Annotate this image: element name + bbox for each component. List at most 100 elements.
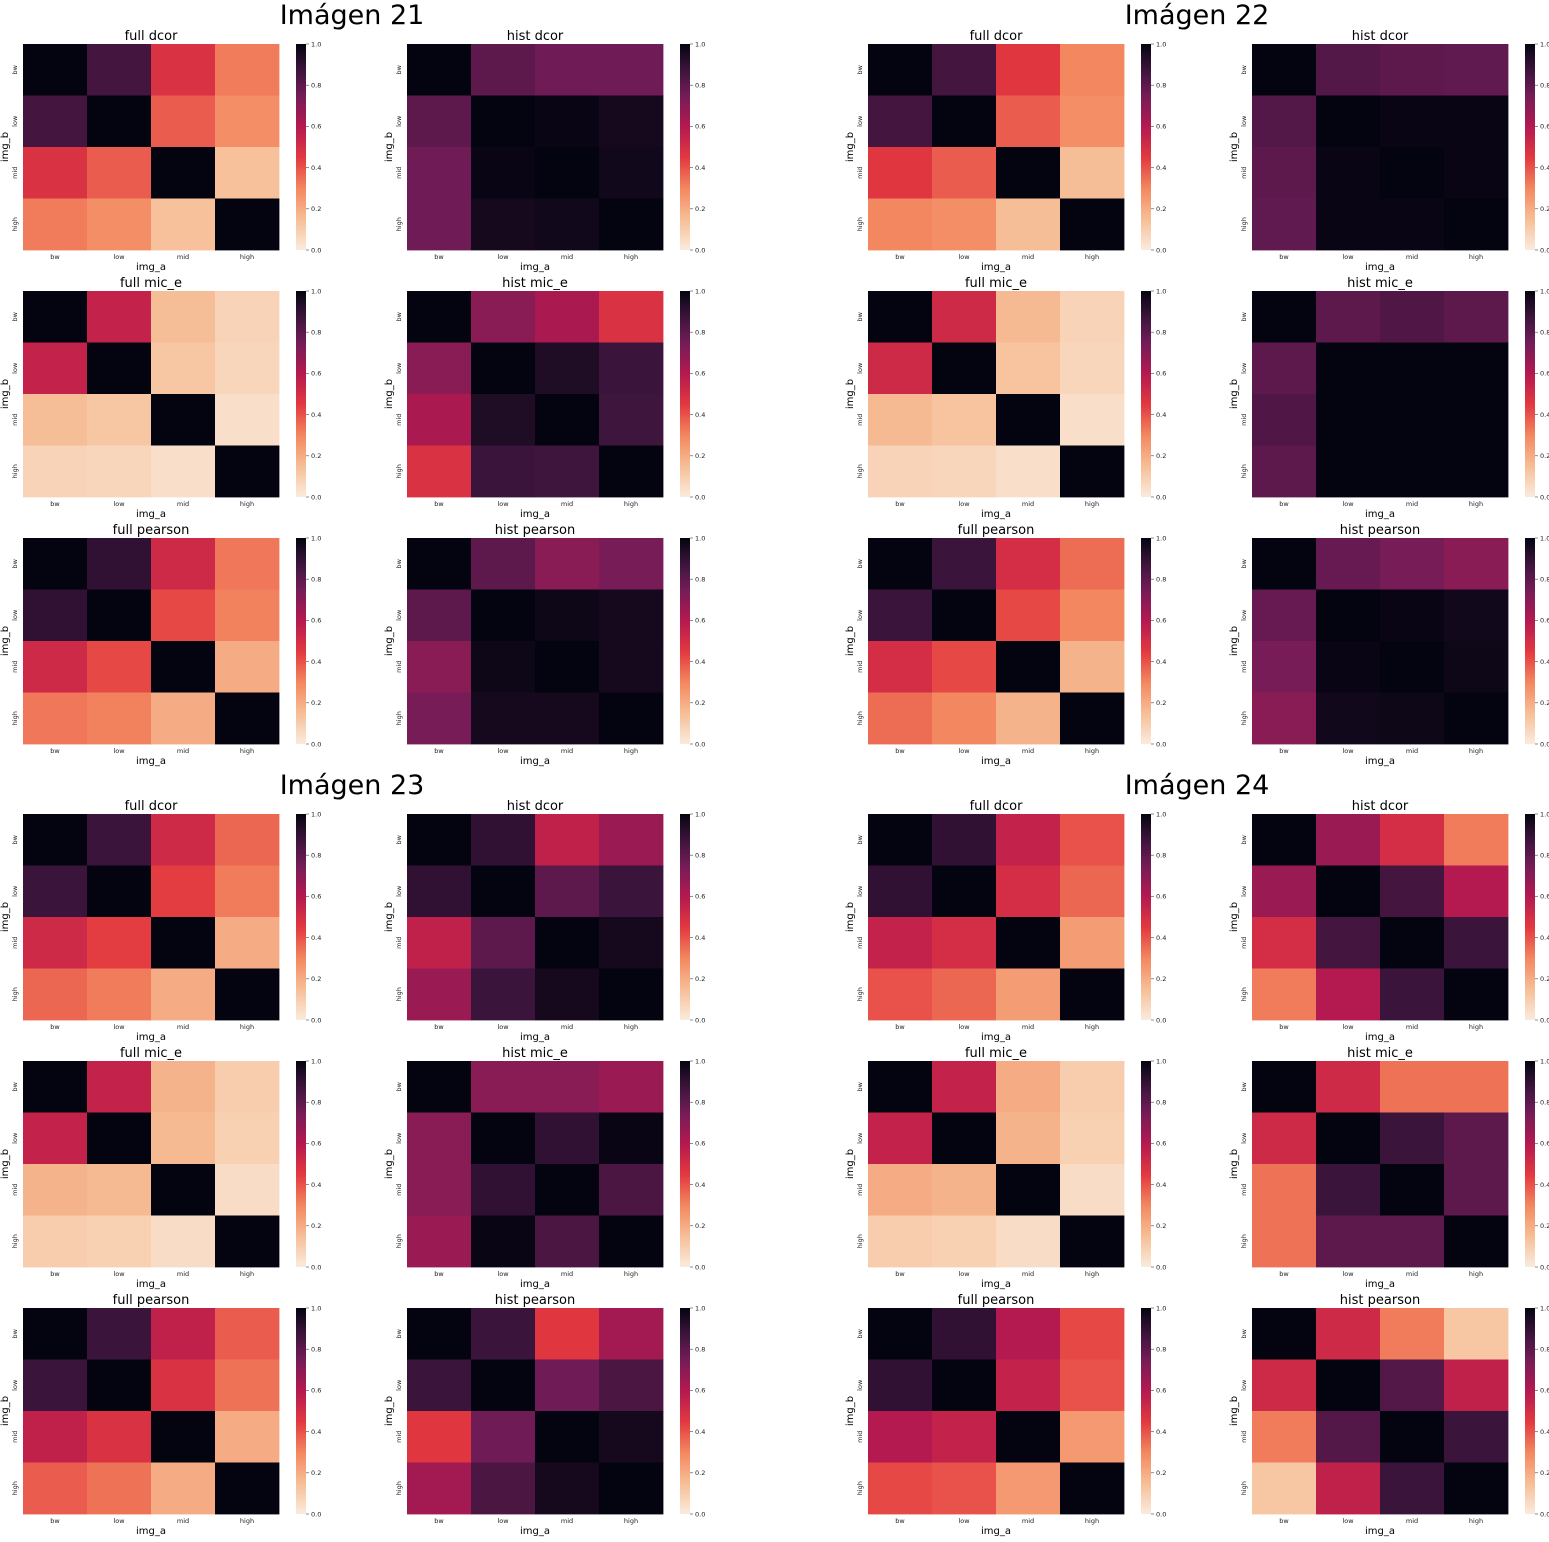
colorbar-tick-label: 0.2 <box>311 452 321 460</box>
x-tick-label: bw <box>50 500 60 508</box>
y-tick-label: mid <box>1240 414 1248 426</box>
x-tick-label: low <box>958 253 970 261</box>
colorbar-tick-label: 1.0 <box>311 287 321 295</box>
x-tick-label: high <box>1469 747 1483 755</box>
y-tick-label: low <box>395 362 403 374</box>
y-tick-label: low <box>856 1379 864 1391</box>
colorbar-tick-label: 0.0 <box>1156 493 1166 501</box>
heatmap-cell <box>868 147 933 199</box>
heatmap-cell <box>868 291 933 343</box>
heatmap-cell <box>868 1164 933 1216</box>
figure-title: Imágen 22 <box>1125 0 1270 31</box>
x-tick-label: low <box>113 1517 125 1525</box>
colorbar-tick-label: 0.4 <box>1540 1181 1549 1189</box>
heatmap-cell <box>1444 1411 1509 1463</box>
colorbar-tick-label: 0.6 <box>695 617 705 625</box>
colorbar <box>680 291 690 497</box>
heatmap-cell <box>868 1411 933 1463</box>
x-tick-label: mid <box>1406 500 1418 508</box>
heatmap-title: full dcor <box>970 29 1024 44</box>
heatmap-cell <box>535 814 600 866</box>
x-axis-label: img_a <box>981 1526 1011 1537</box>
heatmap-cell <box>1060 1215 1125 1268</box>
y-axis-label: img_b <box>845 1396 856 1426</box>
colorbar-tick-label: 0.6 <box>311 893 321 901</box>
heatmap-cell <box>1444 95 1509 148</box>
colorbar-tick-label: 1.0 <box>1156 287 1166 295</box>
heatmap-cell <box>996 445 1061 498</box>
colorbar-tick-label: 1.0 <box>695 810 705 818</box>
y-axis-label: img_b <box>0 1396 11 1426</box>
heatmap-cell <box>932 865 997 918</box>
heatmap-cell <box>23 1411 88 1463</box>
heatmap-cell <box>996 44 1061 96</box>
heatmap-cell <box>535 589 600 642</box>
colorbar-tick-label: 1.0 <box>1156 810 1166 818</box>
y-tick-label: bw <box>11 64 19 74</box>
heatmap-cell <box>87 1061 152 1113</box>
x-tick-label: mid <box>1022 253 1034 261</box>
heatmap-cell <box>23 1164 88 1216</box>
heatmap-cell <box>535 1359 600 1412</box>
heatmap-cell <box>1316 538 1381 590</box>
heatmap-cell <box>1380 1215 1445 1268</box>
y-tick-label: mid <box>856 1431 864 1443</box>
heatmap-cell <box>996 1215 1061 1268</box>
colorbar <box>296 538 306 744</box>
y-tick-label: bw <box>11 311 19 321</box>
x-tick-label: high <box>1085 253 1099 261</box>
x-tick-label: high <box>1469 1023 1483 1031</box>
y-tick-label: mid <box>856 661 864 673</box>
heatmap-cell <box>1316 1308 1381 1360</box>
heatmap-cell <box>87 589 152 642</box>
heatmap-cell <box>1252 342 1317 395</box>
heatmap-cell <box>23 865 88 918</box>
y-tick-label: high <box>856 711 864 725</box>
heatmap-title: hist dcor <box>1352 799 1409 814</box>
heatmap-cell <box>87 641 152 693</box>
heatmap-cell <box>535 198 600 251</box>
heatmap-cell <box>996 95 1061 148</box>
colorbar-tick-label: 0.0 <box>1156 740 1166 748</box>
y-tick-label: mid <box>395 661 403 673</box>
x-tick-label: mid <box>1022 1023 1034 1031</box>
heatmap-cell <box>1444 147 1509 199</box>
heatmap-cell <box>215 1411 280 1463</box>
x-tick-label: low <box>113 500 125 508</box>
x-axis-label: img_a <box>520 509 550 520</box>
heatmap-cell <box>151 1308 216 1360</box>
heatmap-title: hist mic_e <box>502 276 568 291</box>
colorbar-tick-label: 0.6 <box>1540 123 1549 131</box>
y-tick-label: high <box>11 464 19 478</box>
colorbar <box>1141 44 1151 250</box>
heatmap-cell <box>151 1215 216 1268</box>
heatmap-cell <box>1380 1308 1445 1360</box>
y-tick-label: bw <box>856 834 864 844</box>
colorbar <box>1141 538 1151 744</box>
heatmap-cell <box>868 1359 933 1412</box>
heatmap-cell <box>87 538 152 590</box>
colorbar <box>1141 1308 1151 1514</box>
colorbar-tick-label: 0.4 <box>1540 1428 1549 1436</box>
colorbar-tick-label: 0.6 <box>695 1140 705 1148</box>
heatmap-cell <box>215 641 280 693</box>
heatmap-panel: hist mic_ebw low mid high bw low mid high img_a i… <box>1229 1046 1549 1290</box>
heatmap-cell <box>1380 968 1445 1021</box>
colorbar-tick-label: 0.2 <box>695 452 705 460</box>
heatmap-cell <box>151 291 216 343</box>
heatmap-panel: hist mic_ebw low mid high bw low mid high img_a i… <box>384 1046 705 1290</box>
heatmap-cell <box>599 95 664 148</box>
x-tick-label: low <box>1342 500 1354 508</box>
heatmap-cell <box>599 641 664 693</box>
heatmap-cell <box>599 394 664 446</box>
heatmap-cell <box>1060 814 1125 866</box>
y-axis-label: img_b <box>1229 902 1240 932</box>
x-tick-label: mid <box>177 1023 189 1031</box>
heatmap-cell <box>87 147 152 199</box>
y-tick-label: high <box>1240 711 1248 725</box>
colorbar-tick-label: 0.4 <box>695 1428 705 1436</box>
y-axis-label: img_b <box>0 902 11 932</box>
x-axis-label: img_a <box>520 262 550 273</box>
colorbar-tick-label: 0.8 <box>1156 329 1166 337</box>
colorbar-tick-label: 0.6 <box>311 370 321 378</box>
